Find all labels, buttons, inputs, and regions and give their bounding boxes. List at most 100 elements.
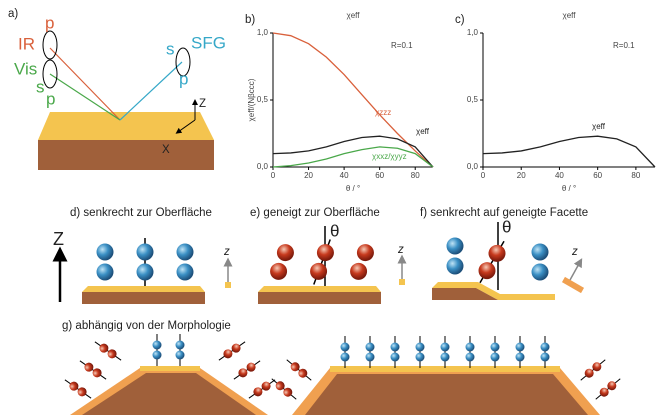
atom bbox=[491, 343, 500, 352]
atom bbox=[447, 238, 464, 255]
atom bbox=[391, 353, 400, 362]
panel-label: d) senkrecht zur Oberfläche bbox=[70, 207, 212, 219]
molecule bbox=[231, 357, 262, 383]
series-label: χzzz bbox=[375, 108, 391, 117]
angle-label: θ bbox=[502, 217, 511, 236]
atom bbox=[341, 353, 350, 362]
atom bbox=[315, 242, 337, 264]
x-tick-label: 80 bbox=[411, 171, 420, 180]
molecule bbox=[416, 336, 425, 368]
atom bbox=[491, 353, 500, 362]
molecule bbox=[284, 356, 314, 383]
sfg-beam bbox=[120, 62, 182, 120]
molecule bbox=[578, 356, 608, 383]
x-tick-label: 60 bbox=[593, 171, 602, 180]
atom bbox=[176, 351, 185, 360]
surface bbox=[399, 279, 405, 285]
axis-label: Z bbox=[199, 98, 206, 110]
atom bbox=[177, 244, 194, 261]
x-tick-label: 20 bbox=[517, 171, 526, 180]
beam-label: IR bbox=[18, 34, 35, 53]
substrate bbox=[82, 292, 205, 304]
x-axis-label: θ / ° bbox=[562, 184, 576, 193]
z-arrow bbox=[570, 262, 580, 280]
molecule bbox=[541, 336, 550, 368]
molecule-axis bbox=[80, 361, 106, 379]
annotation: R=0.1 bbox=[613, 41, 635, 50]
axis-label: z bbox=[397, 244, 404, 256]
molecule-axis bbox=[65, 380, 91, 398]
polarization bbox=[43, 31, 57, 59]
series-label: χxxz/χyyz bbox=[372, 152, 407, 161]
x-tick-label: 40 bbox=[555, 171, 564, 180]
surface bbox=[258, 286, 381, 292]
atom bbox=[466, 353, 475, 362]
atom bbox=[516, 343, 525, 352]
figure: a) IR p Vis s p s SFG p Z X d) senkrecht… bbox=[0, 0, 659, 419]
panel-label: a) bbox=[8, 8, 18, 20]
molecule bbox=[269, 375, 299, 402]
molecule bbox=[177, 244, 194, 281]
atom bbox=[348, 261, 370, 283]
pol-label: s bbox=[36, 77, 45, 96]
molecule bbox=[516, 336, 525, 368]
molecule bbox=[391, 336, 400, 368]
y-tick-label: 0,0 bbox=[257, 162, 269, 171]
molecule bbox=[466, 336, 475, 368]
surface bbox=[82, 286, 205, 292]
atom bbox=[366, 343, 375, 352]
molecule bbox=[348, 242, 377, 283]
beam-label: Vis bbox=[14, 59, 37, 78]
panel-label: c) bbox=[455, 14, 465, 26]
atom bbox=[177, 264, 194, 281]
substrate bbox=[305, 374, 588, 415]
atom bbox=[341, 343, 350, 352]
surface bbox=[225, 282, 231, 288]
x-tick-label: 40 bbox=[340, 171, 349, 180]
atom bbox=[275, 242, 297, 264]
axis-label: z bbox=[223, 246, 230, 258]
y-tick-label: 1,0 bbox=[257, 28, 269, 37]
atom bbox=[153, 351, 162, 360]
atom bbox=[308, 261, 330, 283]
molecule bbox=[341, 336, 350, 368]
atom bbox=[532, 264, 549, 281]
atom bbox=[441, 353, 450, 362]
y-tick-label: 0,5 bbox=[467, 95, 479, 104]
y-tick-label: 1,0 bbox=[467, 28, 479, 37]
molecule bbox=[77, 357, 108, 383]
atom bbox=[475, 259, 498, 282]
series-label: χeff bbox=[416, 127, 430, 136]
axis-label: z bbox=[571, 246, 578, 258]
atom bbox=[137, 264, 154, 281]
axis-label: Z bbox=[53, 229, 64, 249]
panel-label: e) geneigt zur Oberfläche bbox=[250, 207, 380, 219]
molecule bbox=[97, 244, 114, 281]
pol-label: p bbox=[46, 89, 55, 108]
molecule bbox=[447, 238, 464, 275]
panel-label: g) abhängig von der Morphologie bbox=[62, 320, 231, 332]
series-label: χeff bbox=[592, 122, 606, 131]
molecule bbox=[473, 237, 512, 287]
molecule-axis bbox=[581, 360, 606, 381]
chart-title: χeff bbox=[347, 11, 361, 20]
ir-beam bbox=[50, 48, 120, 120]
molecule-axis bbox=[95, 342, 121, 360]
atom bbox=[137, 244, 154, 261]
beam-label: SFG bbox=[191, 33, 226, 52]
atom bbox=[532, 244, 549, 261]
molecule-axis bbox=[287, 360, 312, 381]
sample-body bbox=[38, 140, 214, 170]
surface bbox=[140, 366, 200, 371]
atom bbox=[447, 258, 464, 275]
atom bbox=[485, 242, 508, 265]
atom bbox=[441, 343, 450, 352]
molecule bbox=[532, 244, 549, 281]
atom bbox=[541, 343, 550, 352]
atom bbox=[366, 353, 375, 362]
molecule bbox=[593, 375, 623, 402]
molecule bbox=[268, 242, 297, 283]
x-tick-label: 60 bbox=[375, 171, 384, 180]
molecule bbox=[441, 336, 450, 368]
panel-label: b) bbox=[245, 14, 255, 26]
